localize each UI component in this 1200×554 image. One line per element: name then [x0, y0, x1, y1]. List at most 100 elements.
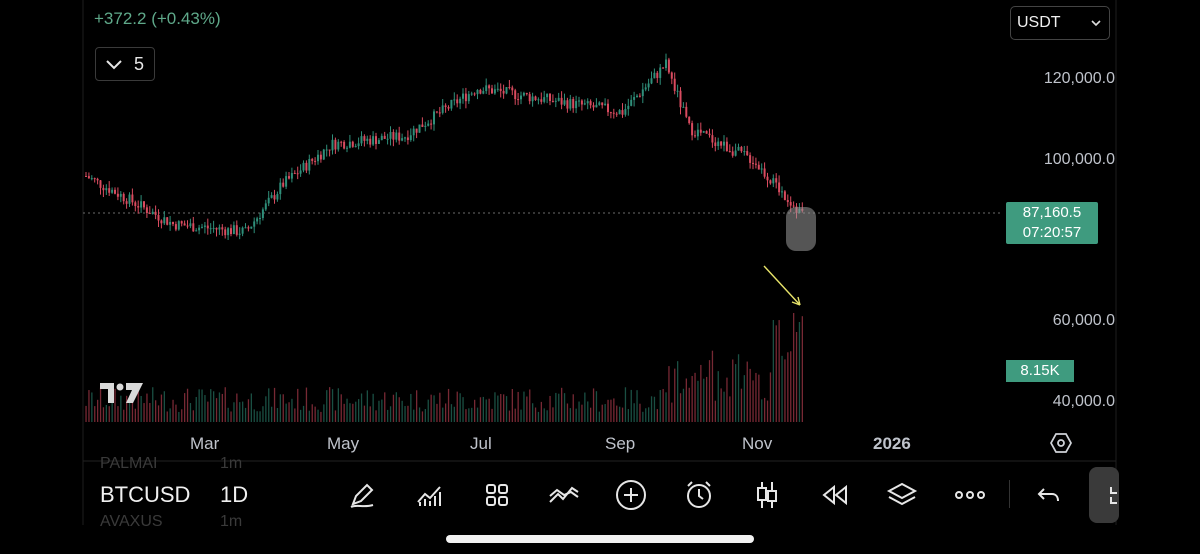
volume-bar: [195, 396, 197, 422]
volume-bar: [131, 401, 134, 422]
volume-bar: [181, 409, 183, 422]
candle-body: [752, 162, 754, 164]
volume-bar: [561, 387, 563, 422]
volume-bar: [340, 394, 342, 422]
volume-bar: [331, 389, 334, 422]
candle-body: [496, 88, 499, 90]
volume-bar: [723, 391, 725, 422]
volume-bar: [108, 406, 110, 422]
indicators-icon[interactable]: [410, 476, 448, 514]
volume-bar: [337, 388, 339, 422]
last-candle-highlight: [786, 207, 816, 251]
volume-bar: [94, 406, 96, 422]
volume-bar: [416, 390, 418, 422]
volume-bar: [189, 403, 192, 422]
redo-button[interactable]: [1089, 467, 1119, 523]
candle-body: [299, 170, 302, 174]
volume-bar: [128, 399, 131, 422]
candle-body: [163, 217, 166, 224]
volume-bar: [801, 316, 803, 422]
last-price-value: 87,160.5: [1022, 204, 1082, 221]
candle-body: [554, 100, 557, 102]
home-indicator[interactable]: [446, 535, 754, 543]
candle-body: [270, 195, 273, 198]
candle-body: [575, 101, 578, 109]
currency-select[interactable]: USDT: [1010, 6, 1110, 40]
candle-body: [583, 103, 586, 105]
candle-body: [772, 178, 775, 184]
volume-bar: [558, 393, 560, 422]
volume-bar: [563, 393, 566, 422]
candle-body: [720, 141, 723, 146]
volume-bar: [343, 403, 345, 422]
candle-body: [140, 201, 143, 208]
candle-body: [377, 140, 380, 144]
volume-bar: [326, 390, 328, 422]
collapse-indicators-button[interactable]: 5: [95, 47, 155, 81]
candle-body: [360, 136, 363, 144]
candle-body: [151, 211, 154, 214]
volume-bar: [639, 403, 641, 422]
candle-body: [192, 223, 195, 232]
layers-icon[interactable]: [883, 476, 921, 514]
volume-bar: [137, 387, 139, 422]
volume-bar: [737, 354, 740, 422]
volume-bar: [790, 351, 792, 422]
more-icon[interactable]: [951, 476, 989, 514]
compare-icon[interactable]: [545, 476, 583, 514]
volume-bar: [244, 407, 247, 422]
volume-bar: [184, 393, 186, 422]
volume-bar: [445, 403, 447, 422]
candle-body: [114, 189, 116, 194]
volume-bar: [581, 404, 583, 422]
candle-body: [267, 197, 270, 204]
candle-body: [105, 188, 108, 191]
volume-bar: [102, 407, 105, 422]
candle-body: [230, 228, 232, 234]
candle-body: [563, 100, 566, 105]
volume-bar: [694, 372, 696, 422]
volume-bar: [476, 407, 479, 422]
candle-body: [525, 92, 528, 95]
volume-bar: [755, 372, 757, 422]
candle-body: [346, 147, 348, 149]
replay-icon[interactable]: [815, 476, 853, 514]
candle-body: [659, 67, 662, 78]
candle-body: [145, 207, 148, 214]
volume-bar: [511, 389, 513, 422]
candle-body: [311, 159, 314, 161]
symbol-selector[interactable]: BTCUSD: [100, 482, 191, 507]
volume-bar: [514, 408, 516, 422]
interval-selector[interactable]: 1D: [220, 482, 249, 507]
settings-hex-icon[interactable]: [1049, 432, 1073, 459]
volume-bar: [642, 411, 644, 422]
plus-circle-icon[interactable]: [612, 476, 650, 514]
candle-body: [514, 90, 517, 100]
alarm-icon[interactable]: [680, 476, 718, 514]
candle-body: [203, 225, 206, 227]
candle-body: [369, 138, 372, 145]
volume-bar: [784, 359, 786, 422]
candle-body: [412, 128, 415, 136]
pen-icon[interactable]: [343, 476, 381, 514]
candle-body: [302, 162, 305, 171]
volume-bar: [421, 411, 424, 422]
volume-bar: [665, 392, 667, 422]
volume-bar: [372, 393, 374, 422]
volume-bar: [656, 409, 658, 422]
undo-icon[interactable]: [1030, 476, 1068, 514]
candle-body: [670, 72, 673, 79]
candles-icon[interactable]: [748, 476, 786, 514]
price-axis-label: 60,000.0: [1052, 312, 1115, 329]
grid-layout-icon[interactable]: [478, 476, 516, 514]
candle-body: [343, 141, 346, 149]
candle-body: [656, 72, 659, 78]
candle-body: [218, 227, 221, 230]
candle-body: [456, 99, 459, 104]
candle-body: [87, 176, 90, 179]
candle-body: [705, 131, 708, 134]
candle-body: [172, 221, 174, 225]
currency-label: USDT: [1017, 14, 1061, 31]
price-axis-label: 100,000.0: [1043, 151, 1115, 168]
